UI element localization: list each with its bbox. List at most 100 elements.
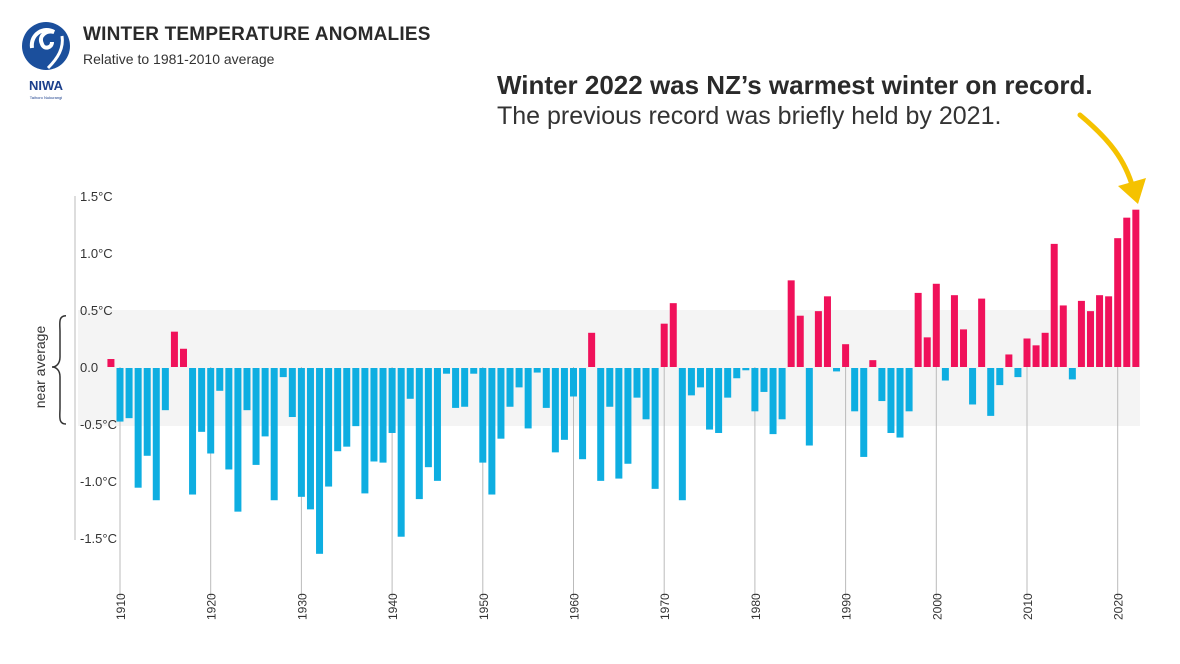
bar-1979 <box>742 368 750 371</box>
chart-title: WINTER TEMPERATURE ANOMALIES <box>83 24 431 45</box>
bar-2004 <box>969 368 977 405</box>
bar-1999 <box>923 337 931 367</box>
bar-2005 <box>978 298 986 367</box>
x-tick-label: 1930 <box>295 593 309 620</box>
bar-2015 <box>1068 368 1076 380</box>
svg-text:NIWA: NIWA <box>29 78 64 93</box>
bar-1944 <box>424 368 432 468</box>
x-tick-label: 1920 <box>205 593 219 620</box>
bar-1921 <box>216 368 224 391</box>
y-tick-label: 0.0 <box>80 360 98 375</box>
bar-1990 <box>842 344 850 367</box>
bar-1976 <box>715 368 723 433</box>
bar-2021 <box>1123 217 1131 367</box>
bar-1909 <box>107 359 115 367</box>
bar-1977 <box>724 368 732 398</box>
x-tick-label: 1990 <box>840 593 854 620</box>
bar-1980 <box>751 368 759 412</box>
bar-1955 <box>524 368 532 429</box>
bar-1961 <box>579 368 587 460</box>
bar-2014 <box>1059 305 1067 367</box>
bar-2016 <box>1077 300 1085 367</box>
bar-2010 <box>1023 338 1031 367</box>
bar-1916 <box>170 331 178 367</box>
y-tick-label: 1.0°C <box>80 246 113 261</box>
x-tick-label: 2000 <box>930 593 944 620</box>
x-tick-label: 1960 <box>568 593 582 620</box>
bar-1997 <box>905 368 913 412</box>
arrowhead-icon <box>1118 178 1146 204</box>
bar-1956 <box>533 368 541 373</box>
x-tick-label: 1980 <box>749 593 763 620</box>
bar-1962 <box>588 332 596 367</box>
bar-1934 <box>334 368 342 452</box>
x-tick-label: 1970 <box>658 593 672 620</box>
bar-1966 <box>624 368 632 464</box>
bar-1915 <box>161 368 169 411</box>
bar-1930 <box>297 368 305 497</box>
bar-1950 <box>479 368 487 463</box>
y-tick-label: 0.5°C <box>80 303 113 318</box>
bar-1982 <box>769 368 777 435</box>
bar-1948 <box>461 368 469 407</box>
bar-1932 <box>316 368 324 554</box>
bar-1993 <box>869 360 877 367</box>
bar-1941 <box>397 368 405 537</box>
x-tick-label: 1950 <box>477 593 491 620</box>
bar-1933 <box>325 368 333 487</box>
bar-1963 <box>597 368 605 481</box>
bar-1989 <box>833 368 841 372</box>
bar-1967 <box>633 368 641 398</box>
bar-2008 <box>1005 354 1013 367</box>
bar-2013 <box>1050 243 1058 367</box>
bar-1910 <box>116 368 124 422</box>
bar-1920 <box>207 368 215 454</box>
bar-1998 <box>914 292 922 367</box>
bar-2002 <box>950 295 958 367</box>
bar-1926 <box>261 368 269 437</box>
x-tick-label: 1910 <box>114 593 128 620</box>
bar-2007 <box>996 368 1004 386</box>
bar-1954 <box>515 368 523 388</box>
near-average-label: near average <box>32 326 48 409</box>
bar-2020 <box>1114 238 1122 367</box>
bar-2001 <box>941 368 949 381</box>
bar-1912 <box>134 368 142 488</box>
svg-text:Taihoro Nukurangi: Taihoro Nukurangi <box>30 95 63 100</box>
y-tick-label: -1.5°C <box>80 531 117 546</box>
bar-1968 <box>642 368 650 420</box>
bar-1949 <box>470 368 478 374</box>
x-tick-label: 1940 <box>386 593 400 620</box>
bar-1936 <box>352 368 360 427</box>
bar-1919 <box>198 368 206 432</box>
bar-1938 <box>370 368 378 462</box>
bar-1972 <box>678 368 686 501</box>
bar-1940 <box>388 368 396 433</box>
bar-1987 <box>814 311 822 367</box>
bar-1935 <box>343 368 351 447</box>
bar-1945 <box>433 368 441 481</box>
bar-1947 <box>452 368 460 408</box>
bar-1914 <box>152 368 160 501</box>
bar-1928 <box>279 368 287 378</box>
bar-1988 <box>823 296 831 367</box>
bar-1953 <box>506 368 514 407</box>
chart-subtitle: Relative to 1981-2010 average <box>83 51 275 67</box>
bar-1922 <box>225 368 233 470</box>
y-tick-label: -1.0°C <box>80 474 117 489</box>
bar-1925 <box>252 368 260 465</box>
bar-2009 <box>1014 368 1022 378</box>
bar-2011 <box>1032 345 1040 367</box>
bar-2019 <box>1105 296 1113 367</box>
bar-1971 <box>669 303 677 367</box>
bar-1969 <box>651 368 659 489</box>
y-tick-label: 1.5°C <box>80 189 113 204</box>
annotation-detail: The previous record was briefly held by … <box>497 102 1002 130</box>
bar-1983 <box>778 368 786 420</box>
bar-1959 <box>560 368 568 440</box>
bar-1991 <box>851 368 859 412</box>
bar-2012 <box>1041 332 1049 367</box>
bar-2017 <box>1086 311 1094 367</box>
bar-1992 <box>860 368 868 457</box>
